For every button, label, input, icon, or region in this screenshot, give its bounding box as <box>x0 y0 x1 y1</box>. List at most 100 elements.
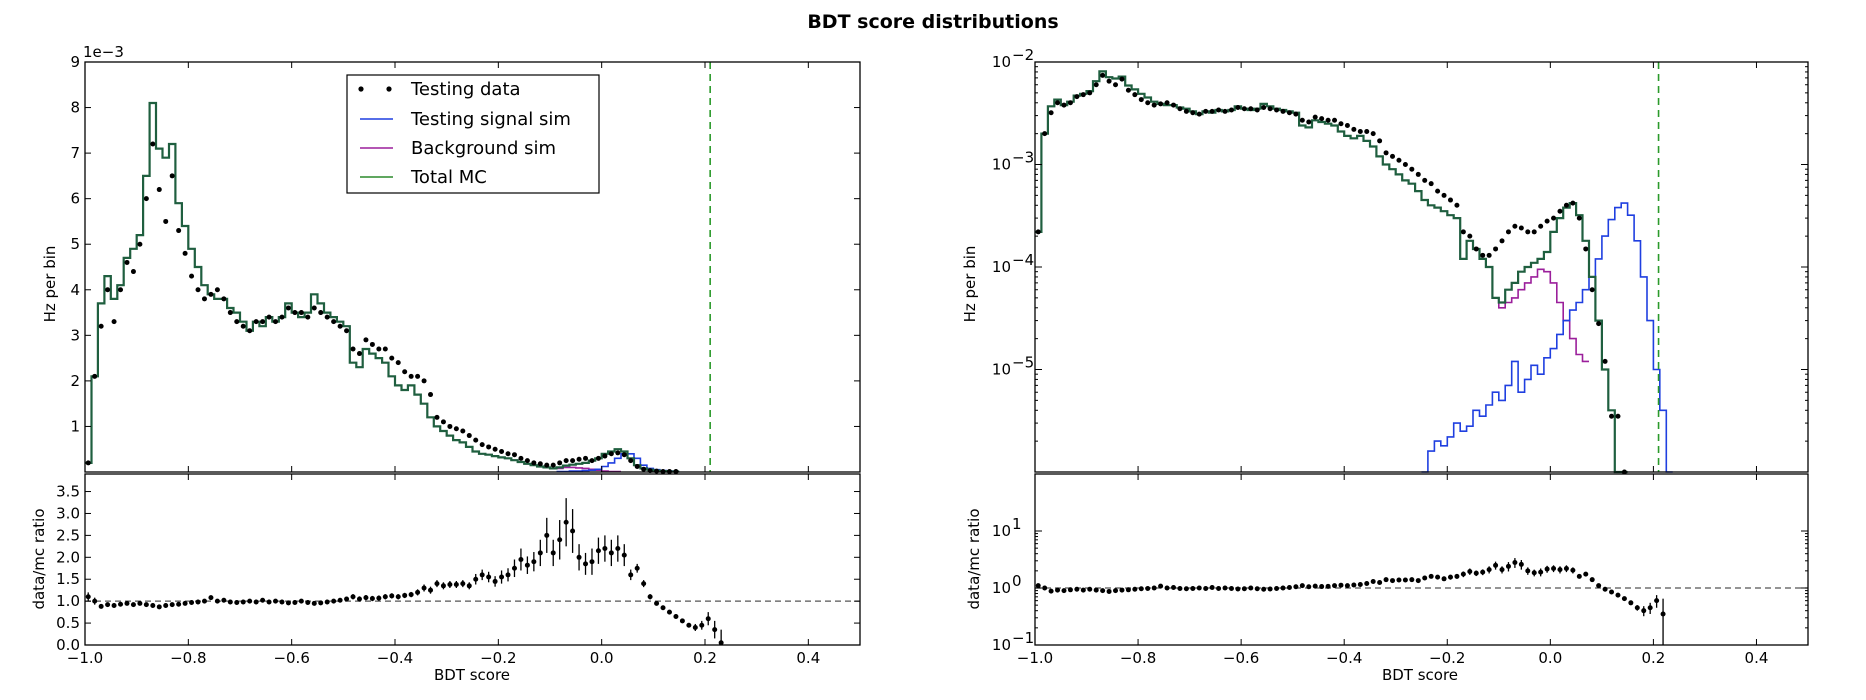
data-point <box>524 458 530 464</box>
ratio-point <box>550 550 556 556</box>
data-point <box>1183 108 1189 114</box>
data-point <box>363 337 369 343</box>
ratio-point <box>1170 585 1176 591</box>
ratio-point <box>1402 577 1408 583</box>
ratio-point <box>1634 605 1640 611</box>
data-point <box>156 187 162 193</box>
ratio-point <box>1422 575 1428 581</box>
ratio-point <box>473 576 479 582</box>
ratio-point <box>1196 585 1202 591</box>
data-point <box>428 392 434 398</box>
data-point <box>1299 117 1305 123</box>
ratio-point <box>699 622 705 628</box>
ratio-point <box>1093 587 1099 593</box>
data-point <box>130 269 136 275</box>
data-point <box>285 305 291 311</box>
ratio-point <box>647 594 653 600</box>
data-point <box>356 351 362 357</box>
data-point <box>1254 107 1260 113</box>
data-point <box>369 341 375 347</box>
data-point <box>440 419 446 425</box>
data-point <box>1402 162 1408 167</box>
data-point <box>240 323 246 329</box>
ratio-point <box>214 598 220 604</box>
left-ratio-ytick-label: 1.0 <box>56 592 80 610</box>
ratio-point <box>1525 568 1531 574</box>
ratio-point <box>1409 577 1415 583</box>
ratio-point <box>1267 586 1273 592</box>
data-point <box>518 455 524 461</box>
data-point <box>98 323 104 329</box>
ratio-point <box>1222 585 1228 591</box>
ratio-point <box>201 598 207 604</box>
data-point <box>1518 225 1524 231</box>
right-main-panel: 10−210−310−410−5 <box>992 46 1809 475</box>
ratio-point <box>311 600 317 606</box>
data-point <box>389 355 395 361</box>
data-point <box>466 433 472 439</box>
data-point <box>395 360 401 366</box>
left-ratio-xtick-label: 0.4 <box>796 649 820 667</box>
data-point <box>1286 110 1292 116</box>
ratio-point <box>1125 587 1131 593</box>
data-point <box>1447 197 1453 203</box>
data-point <box>434 414 440 420</box>
data-point <box>1377 138 1383 144</box>
data-point <box>1570 200 1576 206</box>
ratio-point <box>1280 585 1286 591</box>
ratio-point <box>1505 563 1511 569</box>
left-main-ytick-label: 2 <box>70 372 80 390</box>
right-ratio-xtick-label: −0.4 <box>1326 649 1362 667</box>
ratio-point <box>1551 565 1557 571</box>
ratio-point <box>1100 588 1106 594</box>
data-point <box>1164 100 1170 106</box>
data-point <box>324 314 330 320</box>
ratio-point <box>247 598 253 604</box>
total-mc-step <box>1035 70 1628 474</box>
ratio-point <box>505 572 511 578</box>
ratio-point <box>344 596 350 602</box>
ratio-point <box>143 602 149 608</box>
ratio-point <box>163 603 169 609</box>
data-point <box>1035 229 1041 235</box>
data-point <box>486 444 492 450</box>
ratio-point <box>595 548 601 554</box>
ratio-point <box>421 585 427 591</box>
ratio-point <box>1164 585 1170 591</box>
data-point <box>247 328 253 334</box>
data-point <box>260 319 266 325</box>
ratio-point <box>305 599 311 605</box>
data-point <box>557 460 563 466</box>
data-point <box>576 456 582 462</box>
data-point <box>1473 246 1479 252</box>
data-point <box>337 323 343 329</box>
ratio-point <box>1055 587 1061 593</box>
left-ratio-ytick-label: 3.5 <box>56 483 80 501</box>
ratio-point <box>92 598 98 604</box>
legend-frame <box>346 74 600 194</box>
data-point <box>1422 177 1428 183</box>
ratio-point <box>85 594 91 600</box>
data-point <box>298 310 304 316</box>
data-point <box>1319 116 1325 122</box>
ratio-point <box>402 592 408 598</box>
data-point <box>479 442 485 448</box>
left-ratio-xtick-label: −0.8 <box>170 649 206 667</box>
ratio-point <box>466 583 472 589</box>
data-point <box>421 378 427 384</box>
ratio-point <box>337 597 343 603</box>
ratio-point <box>1473 570 1479 576</box>
data-point <box>124 259 130 265</box>
data-point <box>408 373 414 379</box>
ratio-point <box>1435 574 1441 580</box>
ratio-point <box>531 559 537 565</box>
data-point <box>118 287 124 293</box>
right-ratio-xtick-label: −0.6 <box>1223 649 1259 667</box>
ratio-point <box>673 614 679 619</box>
figure-title: BDT score distributions <box>807 11 1058 33</box>
ratio-point <box>1609 589 1615 595</box>
data-point <box>234 319 240 325</box>
ratio-point <box>285 600 291 606</box>
ratio-point <box>1286 585 1292 591</box>
